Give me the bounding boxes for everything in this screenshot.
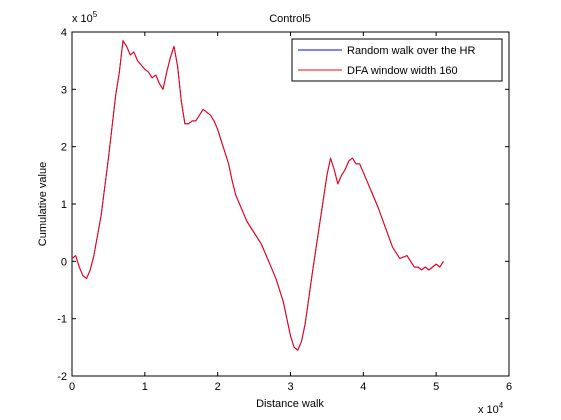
x-tick-label: 2 <box>215 381 221 393</box>
plot-area <box>71 31 510 377</box>
y-tick-label: 0 <box>61 256 67 268</box>
x-tick-label: 1 <box>142 381 148 393</box>
series-line-dfa <box>71 40 444 351</box>
y-axis: -2 -1 0 1 2 3 4 <box>57 27 509 383</box>
x-tick-label: 0 <box>69 381 75 393</box>
x-tick-label: 5 <box>433 381 439 393</box>
y-tick-label: 1 <box>61 199 67 211</box>
x-tick-label: 4 <box>360 381 366 393</box>
legend: Random walk over the HR DFA window width… <box>291 38 503 82</box>
y-tick-label: -2 <box>57 371 67 383</box>
x-axis-label: Distance walk <box>256 398 324 410</box>
y-multiplier: x 105 <box>72 10 98 25</box>
legend-label-random-walk: Random walk over the HR <box>347 45 475 57</box>
x-axis: 0 1 2 3 4 5 6 <box>69 32 512 393</box>
y-tick-label: 3 <box>61 84 67 96</box>
x-tick-label: 6 <box>506 381 512 393</box>
y-tick-label: 2 <box>61 142 67 154</box>
legend-box <box>291 38 503 82</box>
series-group <box>71 40 444 351</box>
chart-title: Control5 <box>269 13 311 25</box>
x-multiplier: x 104 <box>478 401 504 416</box>
y-axis-label: Cumulative value <box>37 162 49 246</box>
legend-label-dfa: DFA window width 160 <box>347 65 458 77</box>
y-tick-label: 4 <box>61 27 67 39</box>
x-tick-label: 3 <box>287 381 293 393</box>
y-tick-label: -1 <box>57 314 67 326</box>
